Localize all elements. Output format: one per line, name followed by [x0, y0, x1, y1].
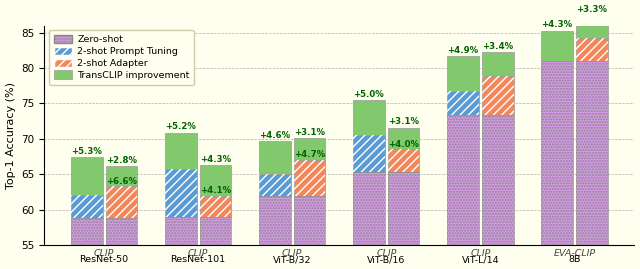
Text: +3.4%: +3.4%	[482, 42, 513, 51]
Bar	[71, 195, 102, 218]
Bar	[200, 217, 231, 245]
Text: +5.2%: +5.2%	[165, 122, 196, 132]
Text: +3.1%: +3.1%	[388, 118, 419, 126]
Bar	[294, 138, 325, 160]
Bar	[200, 165, 231, 196]
Text: ViT-B/16: ViT-B/16	[367, 255, 406, 264]
Bar	[576, 61, 607, 245]
Text: CLIP: CLIP	[94, 249, 115, 258]
Bar	[165, 217, 196, 245]
Text: CLIP: CLIP	[282, 249, 303, 258]
Bar	[165, 133, 196, 169]
Bar	[576, 15, 607, 38]
Bar	[447, 115, 479, 245]
Bar	[294, 196, 325, 245]
Bar	[482, 115, 513, 245]
Text: +4.0%: +4.0%	[388, 140, 419, 149]
Bar	[259, 174, 291, 196]
Bar	[259, 141, 291, 174]
Text: +6.6%: +6.6%	[106, 177, 137, 186]
Bar	[576, 61, 607, 245]
Bar	[165, 169, 196, 217]
Text: +4.3%: +4.3%	[200, 155, 231, 164]
Text: +3.3%: +3.3%	[576, 5, 607, 14]
Bar	[576, 38, 607, 61]
Bar	[106, 167, 137, 186]
Bar	[353, 172, 385, 245]
Bar	[388, 150, 419, 172]
Bar	[165, 217, 196, 245]
Bar	[106, 218, 137, 245]
Bar	[388, 172, 419, 245]
Bar	[259, 174, 291, 196]
Bar	[259, 196, 291, 245]
Bar	[541, 31, 573, 61]
Bar	[447, 91, 479, 115]
Text: +2.8%: +2.8%	[106, 157, 137, 165]
Text: CLIP: CLIP	[188, 249, 209, 258]
Bar	[294, 160, 325, 196]
Bar	[353, 172, 385, 245]
Bar	[106, 218, 137, 245]
Text: +4.1%: +4.1%	[200, 186, 231, 195]
Bar	[294, 160, 325, 196]
Text: ViT-B/32: ViT-B/32	[273, 255, 312, 264]
Text: +4.7%: +4.7%	[294, 150, 325, 160]
Bar	[259, 196, 291, 245]
Bar	[200, 196, 231, 217]
Text: +5.0%: +5.0%	[353, 90, 385, 99]
Text: 8B: 8B	[568, 255, 580, 264]
Bar	[353, 135, 385, 172]
Bar	[106, 186, 137, 218]
Bar	[71, 157, 102, 195]
Text: +4.9%: +4.9%	[447, 46, 479, 55]
Text: CLIP: CLIP	[470, 249, 490, 258]
Bar	[541, 61, 573, 245]
Bar	[165, 169, 196, 217]
Bar	[576, 38, 607, 61]
Bar	[541, 61, 573, 245]
Text: CLIP: CLIP	[376, 249, 397, 258]
Bar	[106, 186, 137, 218]
Text: ResNet-101: ResNet-101	[171, 255, 226, 264]
Bar	[447, 56, 479, 91]
Bar	[482, 76, 513, 115]
Text: +5.3%: +5.3%	[71, 147, 102, 156]
Bar	[200, 196, 231, 217]
Bar	[388, 172, 419, 245]
Text: +3.1%: +3.1%	[294, 128, 325, 137]
Y-axis label: Top-1 Accuracy (%): Top-1 Accuracy (%)	[6, 82, 15, 189]
Bar	[71, 195, 102, 218]
Bar	[294, 196, 325, 245]
Text: +4.3%: +4.3%	[541, 20, 573, 30]
Bar	[353, 135, 385, 172]
Bar	[482, 52, 513, 76]
Bar	[447, 115, 479, 245]
Text: +4.6%: +4.6%	[259, 131, 291, 140]
Legend: Zero-shot, 2-shot Prompt Tuning, 2-shot Adapter, TransCLIP improvement: Zero-shot, 2-shot Prompt Tuning, 2-shot …	[49, 30, 194, 85]
Bar	[71, 218, 102, 245]
Bar	[200, 217, 231, 245]
Text: ResNet-50: ResNet-50	[79, 255, 129, 264]
Bar	[447, 91, 479, 115]
Text: EVA-CLIP: EVA-CLIP	[554, 249, 595, 258]
Bar	[388, 128, 419, 150]
Text: ViT-L/14: ViT-L/14	[461, 255, 499, 264]
Bar	[482, 115, 513, 245]
Bar	[482, 76, 513, 115]
Bar	[353, 100, 385, 135]
Bar	[388, 150, 419, 172]
Bar	[71, 218, 102, 245]
